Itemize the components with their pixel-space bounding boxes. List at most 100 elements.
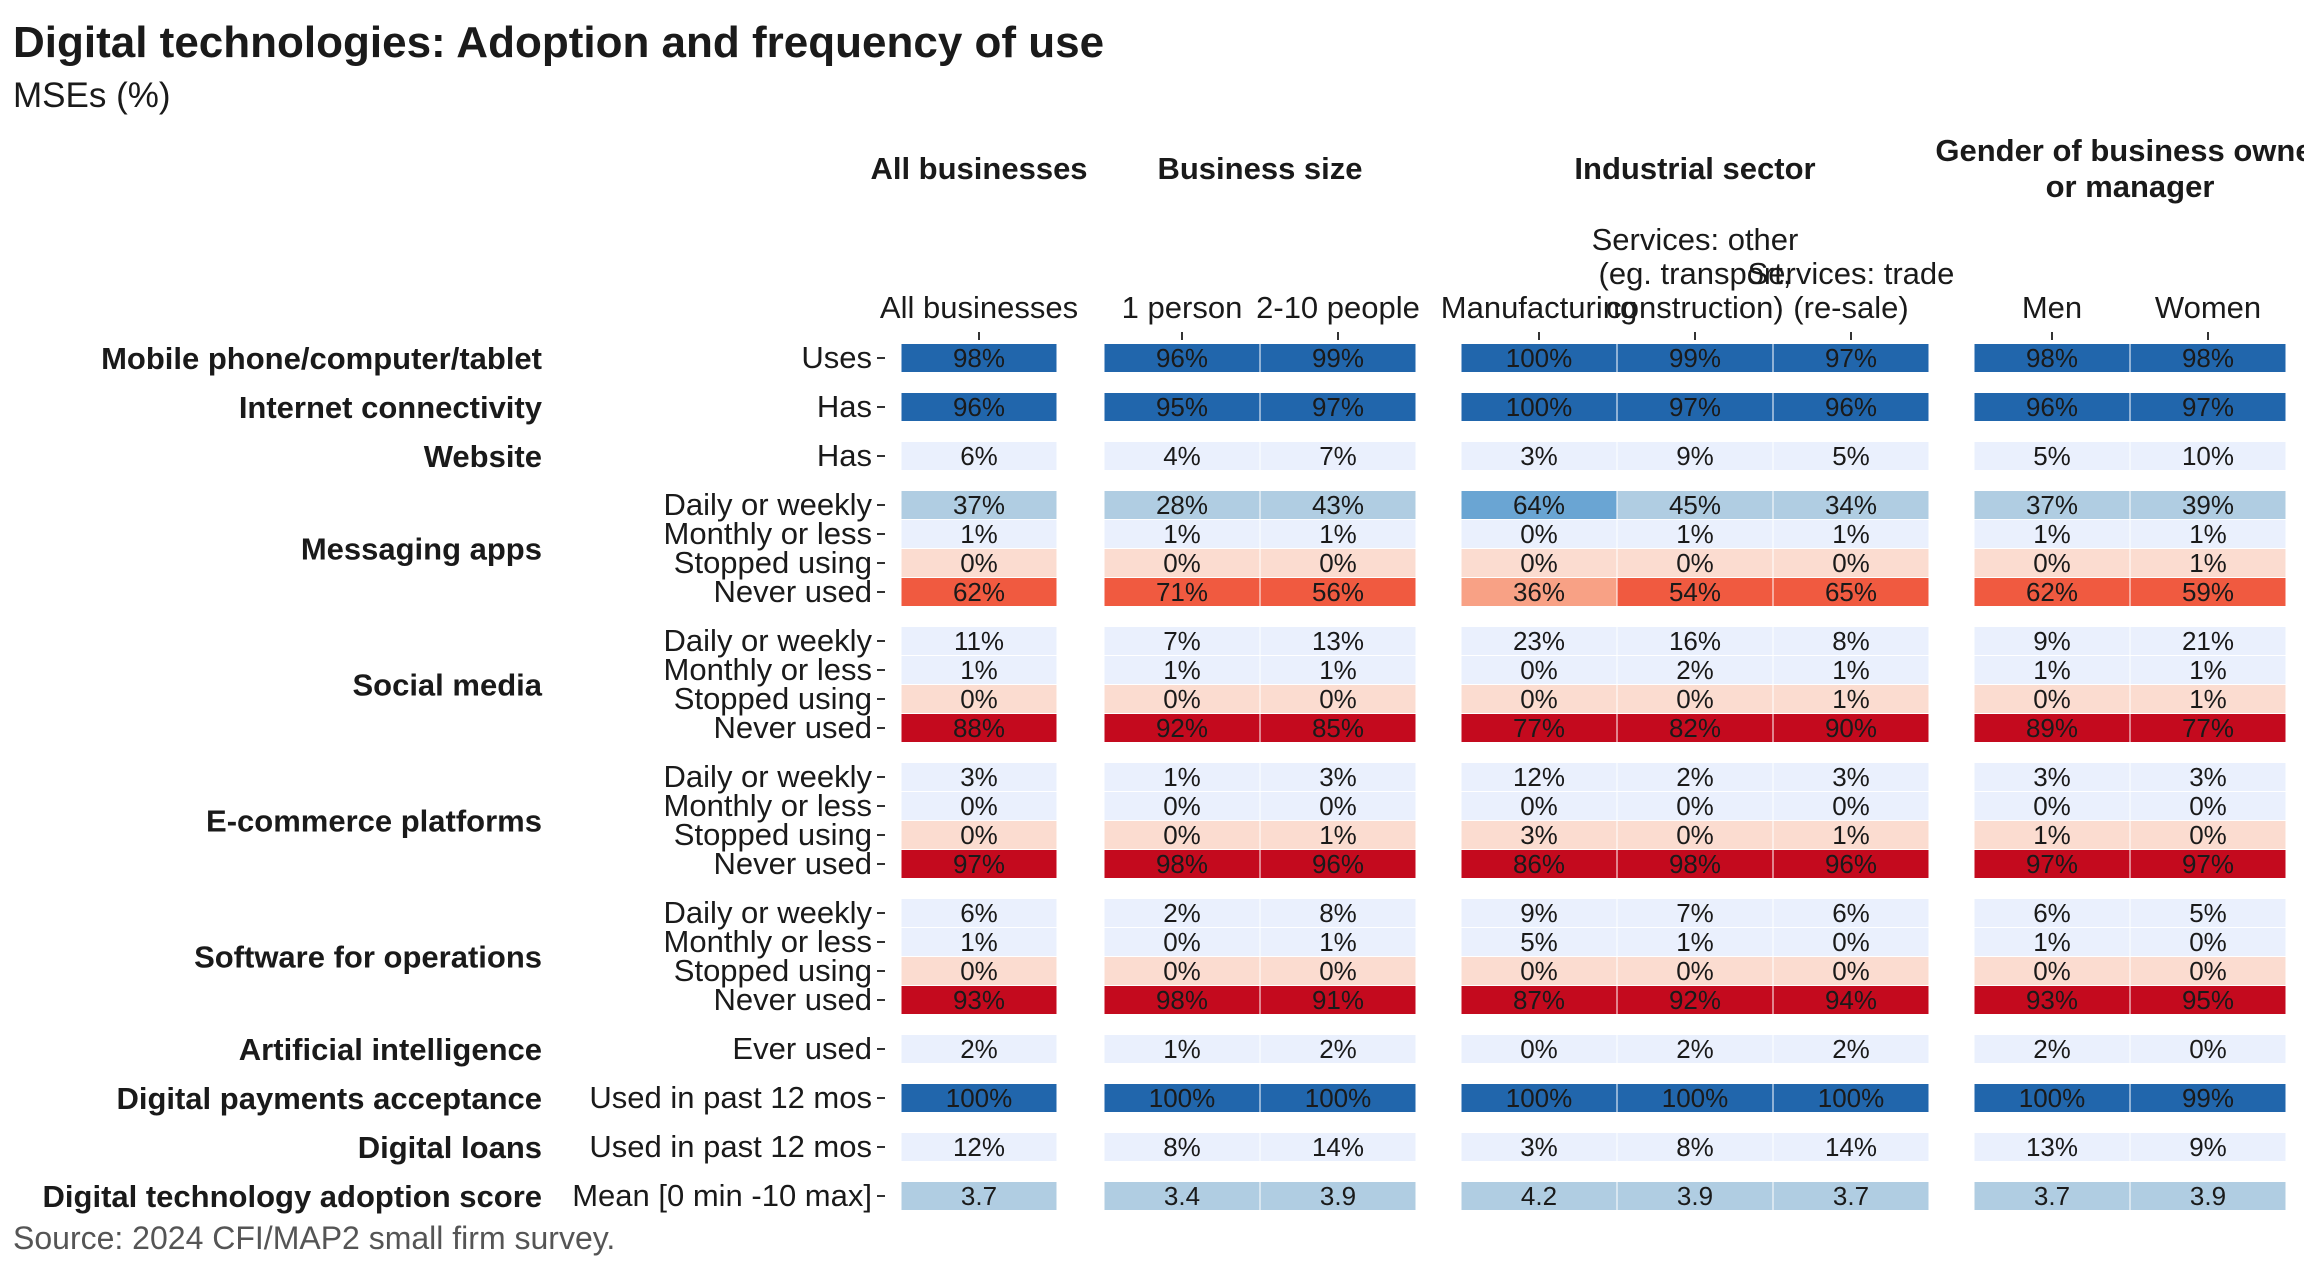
cell-value: 16%: [1669, 626, 1721, 656]
heat-cell: [1772, 1181, 1930, 1211]
cell-value: 28%: [1156, 490, 1208, 520]
heat-cell: [1772, 956, 1930, 986]
cell-value: 7%: [1163, 626, 1201, 656]
row-label: Never used: [713, 982, 872, 1017]
cell-value: 0%: [1520, 791, 1558, 821]
cell-value: 1%: [1319, 519, 1357, 549]
heat-cell: [900, 956, 1058, 986]
heat-cell: [1460, 956, 1618, 986]
cell-value: 2%: [1319, 1034, 1357, 1064]
cell-value: 2%: [2033, 1034, 2071, 1064]
cell-value: 5%: [1520, 927, 1558, 957]
cell-value: 1%: [2189, 519, 2227, 549]
cell-value: 97%: [953, 849, 1005, 879]
group-header: Gender of business owner: [1935, 133, 2304, 168]
cell-value: 54%: [1669, 577, 1721, 607]
heat-cell: [1616, 441, 1774, 471]
heat-cell: [900, 548, 1058, 578]
cell-value: 5%: [1832, 441, 1870, 471]
column-label: construction): [1606, 290, 1783, 325]
cell-value: 7%: [1319, 441, 1357, 471]
cell-value: 5%: [2033, 441, 2071, 471]
cell-value: 2%: [1676, 1034, 1714, 1064]
heat-cell: [900, 441, 1058, 471]
cell-value: 99%: [1669, 343, 1721, 373]
heat-cell: [2129, 762, 2287, 792]
row-label: Monthly or less: [664, 788, 872, 823]
cell-value: 0%: [1676, 548, 1714, 578]
heat-cell: [1103, 927, 1261, 957]
heat-cell: [900, 1132, 1058, 1162]
chart-subtitle: MSEs (%): [13, 76, 171, 115]
section-label: Digital payments acceptance: [116, 1081, 542, 1116]
heat-cell: [1259, 713, 1417, 743]
heat-cell: [2129, 898, 2287, 928]
cell-value: 3.9: [1677, 1181, 1713, 1211]
heat-cell: [1772, 791, 1930, 821]
heat-cell: [1460, 392, 1618, 422]
heat-cell: [1103, 985, 1261, 1015]
column-label: Women: [2155, 290, 2261, 325]
cell-value: 3%: [2033, 762, 2071, 792]
cell-value: 96%: [953, 392, 1005, 422]
cell-value: 100%: [1818, 1083, 1885, 1113]
heat-cell: [1772, 626, 1930, 656]
section-label: Software for operations: [194, 940, 542, 975]
heat-cell: [1103, 791, 1261, 821]
heat-cell: [1103, 1181, 1261, 1211]
cell-value: 100%: [1506, 392, 1573, 422]
heat-cell: [1973, 519, 2131, 549]
cell-value: 1%: [1163, 762, 1201, 792]
cell-value: 3.7: [1833, 1181, 1869, 1211]
cell-value: 92%: [1669, 985, 1721, 1015]
heat-cell: [1259, 985, 1417, 1015]
cell-value: 97%: [1669, 392, 1721, 422]
cell-value: 2%: [1676, 655, 1714, 685]
row-label: Uses: [801, 340, 872, 375]
row-label: Used in past 12 mos: [589, 1080, 872, 1115]
heat-cell: [1103, 713, 1261, 743]
heat-cell: [1973, 490, 2131, 520]
cell-value: 65%: [1825, 577, 1877, 607]
heat-cell: [1772, 490, 1930, 520]
heat-cell: [1616, 577, 1774, 607]
cell-value: 3%: [1319, 762, 1357, 792]
cell-value: 0%: [1520, 519, 1558, 549]
cell-value: 98%: [1669, 849, 1721, 879]
heat-cell: [2129, 441, 2287, 471]
heat-cell: [2129, 791, 2287, 821]
cell-value: 1%: [1319, 655, 1357, 685]
heat-cell: [1772, 849, 1930, 879]
cell-value: 1%: [1832, 820, 1870, 850]
cell-value: 95%: [1156, 392, 1208, 422]
cell-value: 86%: [1513, 849, 1565, 879]
heat-cell: [1259, 490, 1417, 520]
cell-value: 0%: [1676, 820, 1714, 850]
heat-cell: [1460, 519, 1618, 549]
heat-cell: [1460, 1181, 1618, 1211]
cell-value: 0%: [1319, 548, 1357, 578]
heat-cell: [1772, 1034, 1930, 1064]
cell-value: 97%: [2026, 849, 2078, 879]
cell-value: 0%: [2033, 548, 2071, 578]
heatmap-chart: All businesses Business size Industrial se…: [43, 133, 2304, 1214]
heat-cell: [1973, 762, 2131, 792]
heat-cell: [900, 898, 1058, 928]
cell-value: 0%: [2189, 927, 2227, 957]
column-label: 2-10 people: [1256, 290, 1420, 325]
heat-cell: [1772, 1132, 1930, 1162]
heat-cell: [1616, 392, 1774, 422]
heat-cell: [900, 1181, 1058, 1211]
cell-value: 82%: [1669, 713, 1721, 743]
cell-value: 39%: [2182, 490, 2234, 520]
heat-cell: [2129, 849, 2287, 879]
cell-value: 3%: [1520, 1132, 1558, 1162]
cell-value: 0%: [1319, 791, 1357, 821]
heat-cell: [900, 791, 1058, 821]
cell-value: 10%: [2182, 441, 2234, 471]
cell-value: 100%: [1506, 1083, 1573, 1113]
heat-cell: [1616, 1034, 1774, 1064]
cell-value: 85%: [1312, 713, 1364, 743]
cell-value: 9%: [2189, 1132, 2227, 1162]
heat-cell: [1460, 490, 1618, 520]
